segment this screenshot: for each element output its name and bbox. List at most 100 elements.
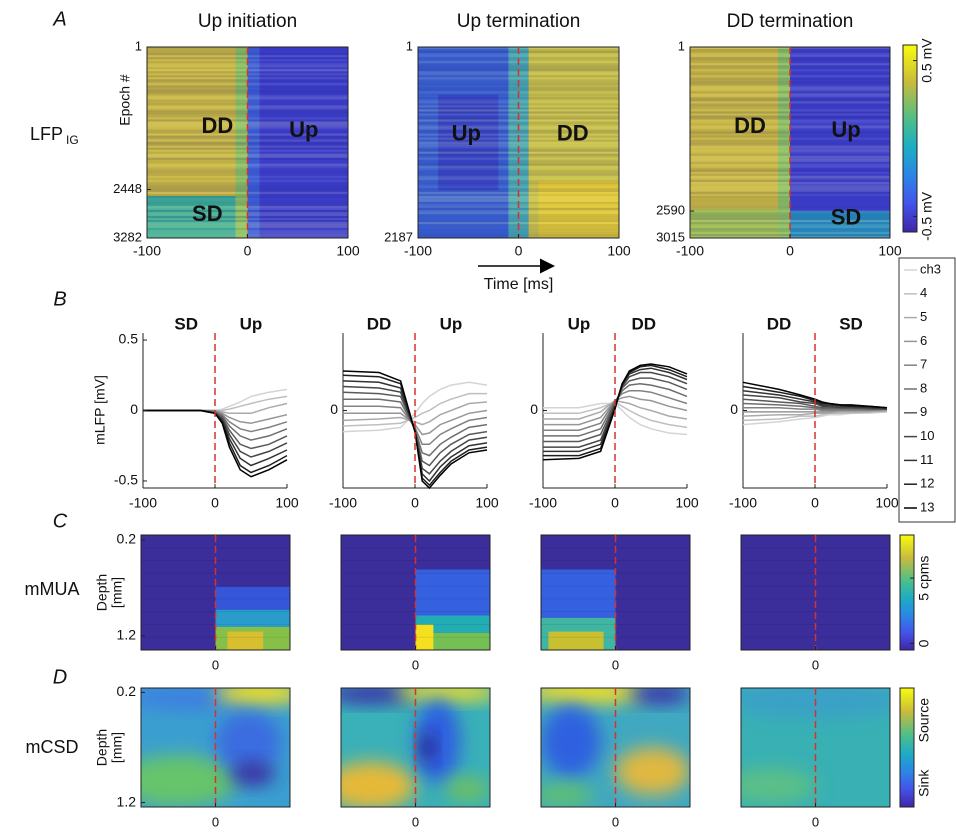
x-tick-label: 100 bbox=[336, 243, 360, 259]
series-line bbox=[543, 402, 688, 436]
heatmap-cell bbox=[778, 47, 790, 238]
chart-title: Up termination bbox=[457, 11, 581, 32]
y-axis-label: Depth bbox=[94, 574, 110, 611]
series-line bbox=[543, 401, 688, 429]
heatmap-stripe bbox=[690, 229, 890, 233]
annotation: DD bbox=[734, 113, 766, 138]
annotation: SD bbox=[839, 315, 863, 334]
x-tick-label: 100 bbox=[607, 243, 631, 259]
x-tick-label: -100 bbox=[129, 495, 157, 511]
heatmap-stripe bbox=[690, 163, 890, 166]
colorbar-tick-label: -0.5 mV bbox=[919, 191, 935, 241]
heatmap-stripe bbox=[147, 177, 348, 180]
heatmap-stripe bbox=[690, 87, 890, 90]
heatmap-stripe bbox=[147, 141, 348, 144]
heatmap-stripe bbox=[690, 165, 890, 168]
x-tick-label: 100 bbox=[275, 495, 299, 511]
series-line bbox=[543, 377, 688, 443]
heatmap-stripe bbox=[147, 119, 348, 122]
x-tick-label: -100 bbox=[404, 243, 432, 259]
heatmap-stripe bbox=[147, 197, 348, 201]
annotation: SD bbox=[192, 201, 223, 226]
heatmap-stripe bbox=[690, 197, 890, 201]
series-line bbox=[343, 405, 488, 446]
heatmap-stripe bbox=[147, 153, 348, 156]
heatmap-stripe bbox=[418, 99, 619, 102]
x-tick-label: 0 bbox=[211, 495, 219, 511]
heatmap-stripe bbox=[147, 75, 348, 78]
heatmap-cell bbox=[690, 47, 790, 238]
annotation: Up bbox=[440, 315, 463, 334]
heatmap-stripe bbox=[147, 67, 348, 70]
heatmap-stripe bbox=[418, 119, 619, 122]
heatmap-stripe bbox=[690, 119, 890, 122]
heatmap-cell bbox=[215, 586, 290, 610]
y-tick-label: 3015 bbox=[656, 229, 685, 244]
heatmap-blob bbox=[415, 699, 461, 784]
heatmap-stripe bbox=[147, 89, 348, 92]
heatmap-blob bbox=[541, 783, 594, 807]
y-tick-label: 0 bbox=[530, 401, 538, 417]
y-tick-label: 1 bbox=[678, 38, 685, 53]
heatmap-blob bbox=[230, 761, 276, 786]
x-tick-label: -100 bbox=[329, 495, 357, 511]
x-tick-label: 0 bbox=[811, 495, 819, 511]
heatmap-cell bbox=[548, 631, 604, 650]
heatmap-stripe bbox=[147, 229, 348, 233]
annotation: Up bbox=[568, 315, 591, 334]
panel-letter: C bbox=[53, 510, 68, 532]
heatmap-stripe bbox=[147, 111, 348, 114]
heatmap-stripe bbox=[147, 187, 348, 191]
series-line bbox=[143, 409, 288, 478]
y-tick-label: 1.2 bbox=[117, 793, 137, 809]
y-tick-label: 0 bbox=[330, 401, 338, 417]
heatmap-stripe bbox=[147, 77, 348, 80]
x-tick-label: 0 bbox=[244, 243, 252, 259]
legend-label: 6 bbox=[920, 333, 927, 348]
y-axis-label: mLFP [mV] bbox=[92, 375, 108, 445]
heatmap-stripe bbox=[690, 131, 890, 134]
y-tick-label: 3282 bbox=[113, 229, 142, 244]
heatmap-stripe bbox=[147, 131, 348, 134]
heatmap-cell bbox=[247, 47, 348, 238]
series-line bbox=[543, 382, 688, 437]
heatmap-stripe bbox=[690, 153, 890, 156]
y-tick-label: 2448 bbox=[113, 181, 142, 196]
heatmap-blob bbox=[141, 754, 238, 807]
series-line bbox=[342, 374, 488, 487]
chart-title: DD termination bbox=[727, 11, 854, 32]
x-tick-label: 0 bbox=[412, 657, 419, 672]
legend-label: 10 bbox=[920, 428, 934, 443]
x-tick-label: 100 bbox=[875, 495, 899, 511]
y-tick-label: 1 bbox=[135, 38, 142, 53]
heatmap-stripe bbox=[690, 97, 890, 100]
heatmap-cell bbox=[690, 209, 790, 238]
heatmap-cell bbox=[227, 631, 264, 650]
heatmap-stripe bbox=[690, 121, 890, 124]
heatmap-stripe bbox=[690, 141, 890, 144]
heatmap-stripe bbox=[690, 99, 890, 102]
heatmap-stripe bbox=[147, 133, 348, 136]
heatmap-stripe bbox=[690, 219, 890, 223]
series-line bbox=[342, 381, 488, 433]
y-tick-label: 2590 bbox=[656, 203, 685, 218]
series-line bbox=[342, 370, 488, 490]
y-tick-label: 0.2 bbox=[117, 683, 137, 699]
panel-letter: B bbox=[53, 288, 66, 310]
heatmap-stripe bbox=[418, 163, 619, 166]
heatmap bbox=[341, 688, 490, 807]
annotation: SD bbox=[831, 205, 862, 230]
y-axis-label: [mm] bbox=[109, 577, 125, 608]
heatmap-stripe bbox=[418, 89, 619, 92]
heatmap-stripe bbox=[690, 77, 890, 80]
heatmap-stripe bbox=[147, 121, 348, 124]
x-tick-label: 0 bbox=[515, 243, 523, 259]
legend-label: 8 bbox=[920, 380, 927, 395]
heatmap-blob bbox=[215, 688, 290, 705]
heatmap-cell bbox=[247, 47, 260, 238]
heatmap-stripe bbox=[147, 65, 348, 68]
heatmap-blob bbox=[615, 747, 690, 796]
heatmap-stripe bbox=[147, 175, 348, 178]
series-line bbox=[742, 381, 888, 409]
